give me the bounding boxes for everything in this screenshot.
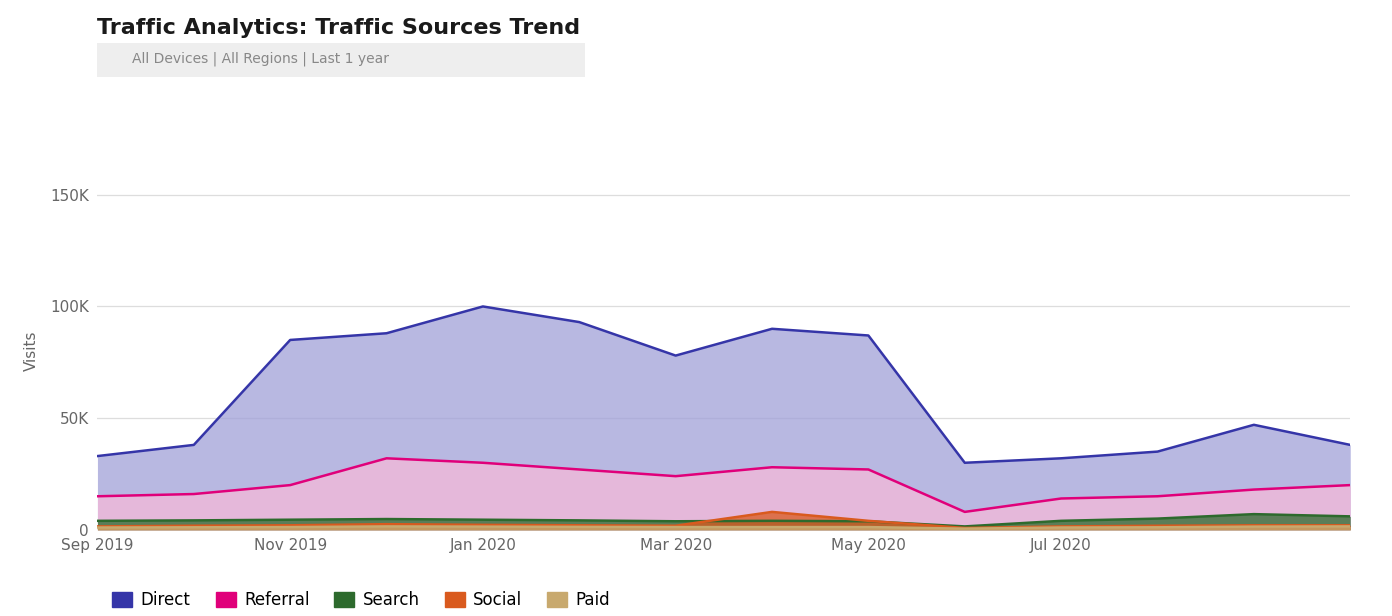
Y-axis label: Visits: Visits [24,331,39,371]
Text: Traffic Analytics: Traffic Sources Trend: Traffic Analytics: Traffic Sources Trend [97,18,580,38]
Legend: Direct, Referral, Search, Social, Paid: Direct, Referral, Search, Social, Paid [106,585,617,616]
Text: All Devices | All Regions | Last 1 year: All Devices | All Regions | Last 1 year [132,51,390,66]
